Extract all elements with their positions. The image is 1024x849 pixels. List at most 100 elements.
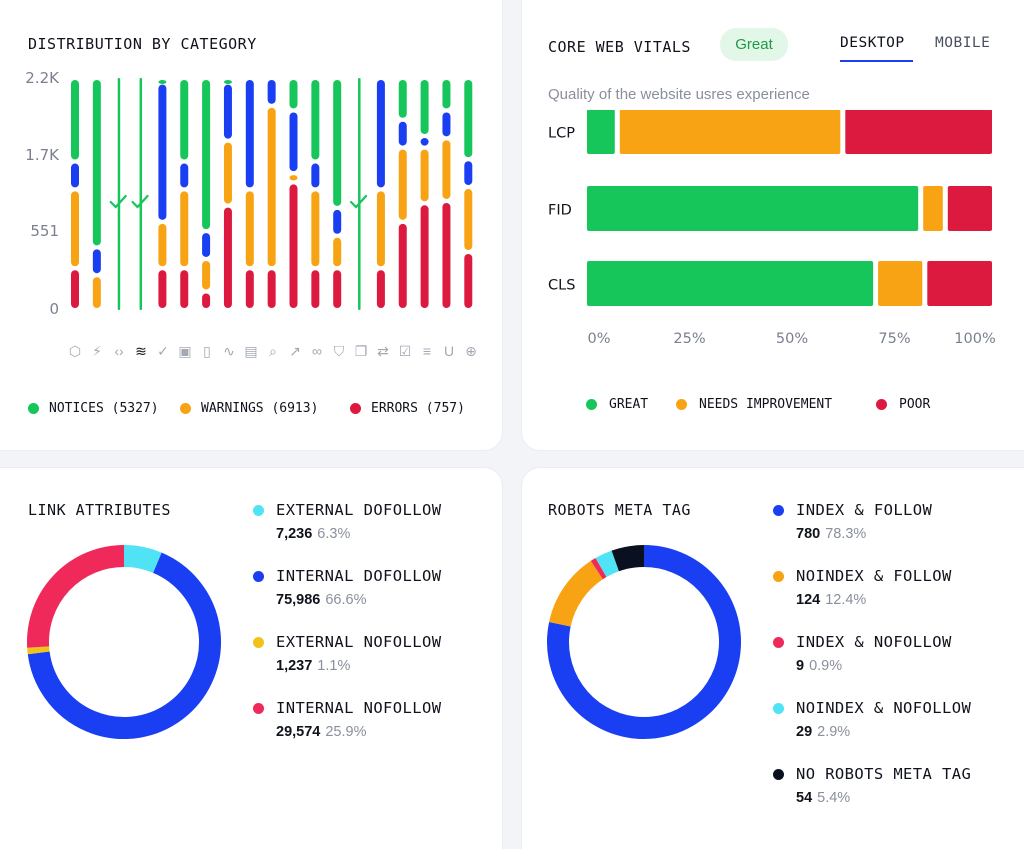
bar-segment-internal <box>311 163 320 188</box>
legend-dot <box>253 504 264 516</box>
link-attributes-title: LINK ATTRIBUTES <box>28 501 171 519</box>
category-column[interactable] <box>333 80 342 308</box>
category-column[interactable] <box>464 80 473 308</box>
legend-value-row: 54 5.4% <box>796 790 971 806</box>
vital-bar-great[interactable] <box>587 261 874 306</box>
bar-segment-internal <box>223 84 232 139</box>
category-column[interactable] <box>289 80 298 308</box>
legend-dot <box>586 399 597 410</box>
x-tick-label: 75% <box>878 331 910 347</box>
image-icon[interactable]: ▣ <box>178 342 192 359</box>
category-column[interactable] <box>420 80 429 308</box>
legend-name: NO ROBOTS META TAG <box>773 765 971 783</box>
passed-line <box>117 78 121 310</box>
vital-bar-needs-improvement[interactable] <box>923 186 943 231</box>
vital-bar-needs-improvement[interactable] <box>619 110 841 154</box>
category-column[interactable] <box>376 80 385 308</box>
bar-segment-warnings <box>202 260 211 290</box>
tab-mobile[interactable]: MOBILE <box>935 35 991 51</box>
donut-slice-index-nofollow[interactable] <box>590 557 607 580</box>
search-icon[interactable]: ⌕ <box>269 342 277 359</box>
donut-slice-internal-dofollow[interactable] <box>27 552 221 739</box>
file-icon[interactable]: ▤ <box>244 342 258 359</box>
bar-segment-warnings <box>92 277 101 308</box>
bar-segment-warnings <box>376 191 385 267</box>
check-icon <box>109 194 127 209</box>
bar-segment-internal <box>71 163 79 188</box>
sliders-icon[interactable]: ≡ <box>422 343 432 359</box>
vital-bar-poor[interactable] <box>845 110 992 154</box>
bar-segment-errors <box>180 270 189 308</box>
donut-slice-no-robots-meta-tag[interactable] <box>611 545 645 572</box>
donut-slice-index-follow[interactable] <box>547 545 741 739</box>
robots-title: ROBOTS META TAG <box>548 501 691 519</box>
wind-icon[interactable]: ≋ <box>135 342 147 359</box>
x-tick-label: 100% <box>954 331 995 347</box>
category-column[interactable] <box>109 78 127 310</box>
mobile-icon[interactable]: ▯ <box>203 342 211 359</box>
legend-dot <box>676 399 687 410</box>
category-column[interactable] <box>245 80 254 308</box>
legend-name: INTERNAL NOFOLLOW <box>253 699 441 717</box>
category-column[interactable] <box>223 80 232 308</box>
legend-dot <box>253 702 264 714</box>
repeat-icon[interactable]: ⇄ <box>377 342 389 359</box>
link-icon[interactable]: ∞ <box>312 343 322 359</box>
category-column[interactable] <box>92 80 101 308</box>
bar-segment-internal <box>267 80 276 104</box>
vital-bar-great[interactable] <box>587 110 615 154</box>
bar-segment-errors <box>245 270 254 308</box>
check-icon[interactable]: ✓ <box>157 342 169 359</box>
external-link-icon[interactable]: ↗ <box>289 342 301 359</box>
bolt-icon[interactable]: ⚡ <box>92 342 102 359</box>
category-column[interactable] <box>202 80 211 308</box>
category-column[interactable] <box>442 80 451 308</box>
shield-icon[interactable]: ⛉ <box>333 342 345 359</box>
category-column[interactable] <box>71 80 79 308</box>
bar-segment-errors <box>311 270 320 308</box>
bar-segment-warnings <box>71 191 79 267</box>
vital-bar-poor[interactable] <box>947 186 992 231</box>
category-column[interactable] <box>398 80 407 308</box>
category-column[interactable] <box>180 80 189 308</box>
checkbox-icon[interactable]: ☑ <box>398 342 412 359</box>
donut-slice-external-dofollow[interactable] <box>123 545 162 574</box>
legend-item: INTERNAL DOFOLLOW 75,986 66.6% <box>253 567 441 608</box>
bar-segment-internal <box>202 233 211 257</box>
legend-item: NOINDEX & NOFOLLOW 29 2.9% <box>773 699 971 740</box>
category-column[interactable] <box>267 80 276 308</box>
js-icon[interactable]: ⬡ <box>68 342 82 359</box>
bar-segment-notices <box>311 80 320 160</box>
bar-segment-internal <box>245 80 254 188</box>
legend-name: EXTERNAL NOFOLLOW <box>253 633 441 651</box>
copy-icon[interactable]: ❐ <box>354 342 368 359</box>
legend-dot <box>773 636 784 648</box>
pulse-icon[interactable]: ∿ <box>223 342 235 359</box>
vital-bar-great[interactable] <box>587 186 919 231</box>
legend-item: POOR <box>876 397 930 412</box>
legend-dot <box>253 636 264 648</box>
distribution-chart: 2.2K 1.7K 551 0 <box>25 70 473 318</box>
bar-segment-errors <box>267 270 276 308</box>
bar-segment-notices <box>464 80 473 158</box>
category-column[interactable] <box>311 80 320 308</box>
code-icon[interactable]: ‹› <box>114 343 124 359</box>
legend-name: NOINDEX & FOLLOW <box>773 567 952 585</box>
donut-slice-internal-nofollow[interactable] <box>27 545 125 648</box>
vital-bar-needs-improvement[interactable] <box>878 261 923 306</box>
legend-label: GREAT <box>609 397 649 412</box>
globe-icon[interactable]: ⊕ <box>465 342 477 359</box>
donut-slice-external-nofollow[interactable] <box>27 646 50 655</box>
underline-icon[interactable]: U <box>443 343 455 359</box>
donut-slice-noindex-follow[interactable] <box>549 560 604 627</box>
bar-segment-internal <box>398 121 407 146</box>
donut-slice-noindex-nofollow[interactable] <box>595 550 620 578</box>
legend-item: EXTERNAL DOFOLLOW 7,236 6.3% <box>253 501 441 542</box>
category-column[interactable] <box>131 78 149 310</box>
category-column[interactable] <box>349 78 368 310</box>
vital-bar-poor[interactable] <box>927 261 992 306</box>
tab-desktop[interactable]: DESKTOP <box>840 35 905 51</box>
legend-value-row: 29 2.9% <box>796 724 971 740</box>
legend-dot <box>253 570 264 582</box>
category-column[interactable] <box>158 80 167 308</box>
